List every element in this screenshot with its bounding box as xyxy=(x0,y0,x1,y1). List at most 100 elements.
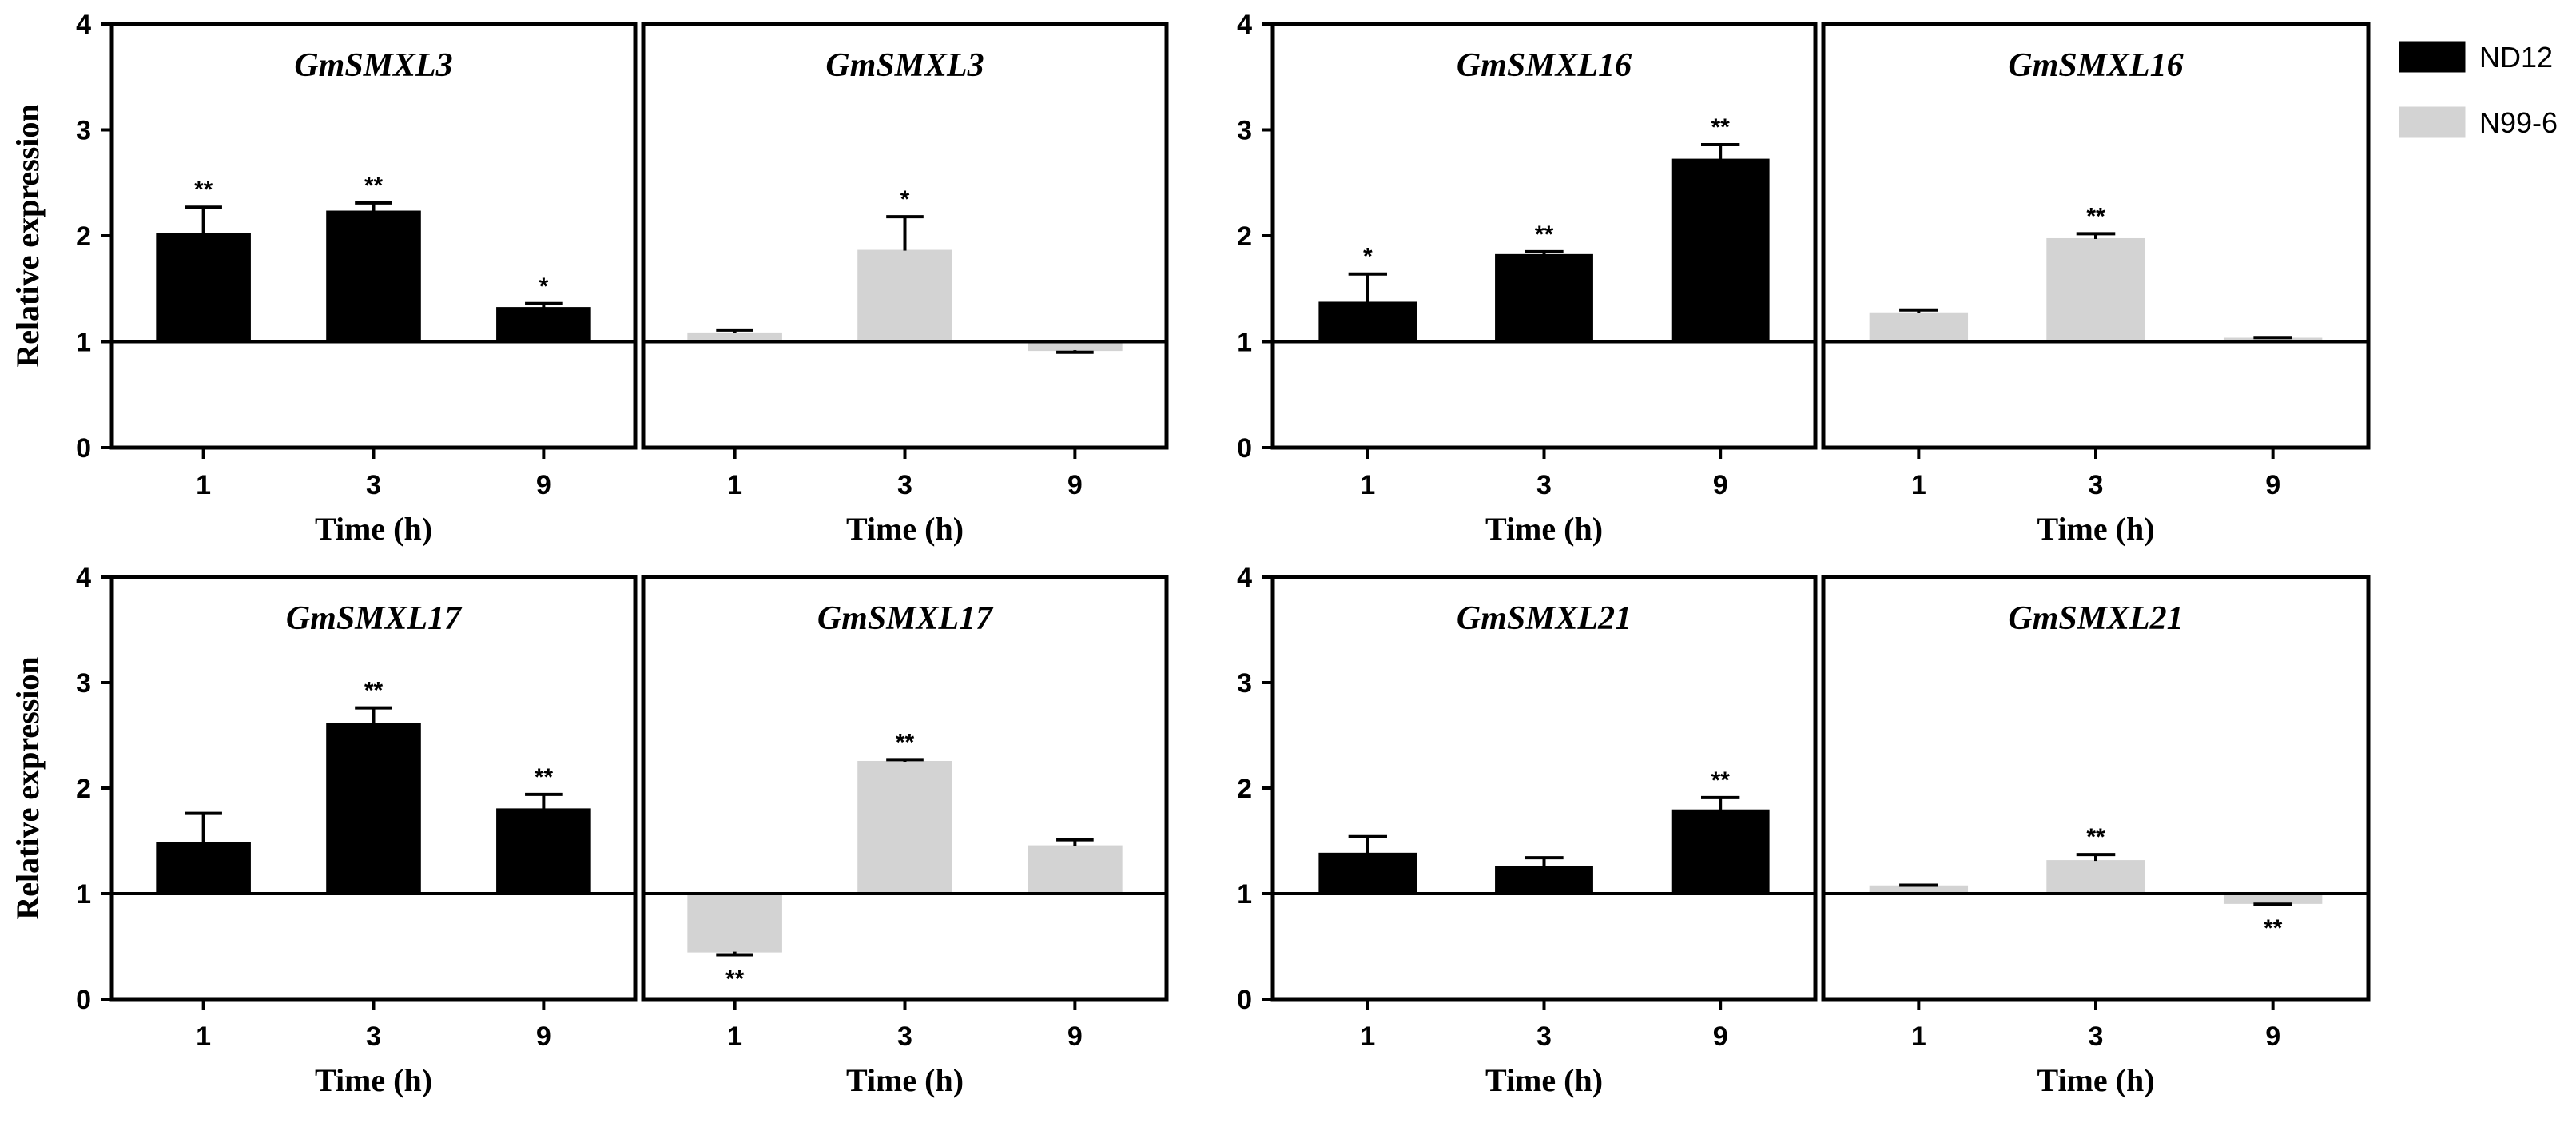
bar xyxy=(1671,809,1770,894)
x-tick-label: 1 xyxy=(196,1021,211,1052)
x-tick-label: 1 xyxy=(1911,470,1926,500)
y-tick-label: 1 xyxy=(1237,879,1252,910)
bar xyxy=(1495,866,1593,894)
y-tick-label: 0 xyxy=(76,433,91,464)
x-tick-label: 9 xyxy=(1067,470,1083,500)
bar xyxy=(156,842,251,895)
x-axis-title: Time (h) xyxy=(315,511,432,547)
y-tick-label: 0 xyxy=(76,985,91,1015)
significance-label: ** xyxy=(535,764,554,790)
legend-label: ND12 xyxy=(2479,41,2553,74)
significance-label: ** xyxy=(896,729,915,755)
panel-title: GmSMXL3 xyxy=(825,47,984,84)
x-tick-label: 3 xyxy=(366,470,381,500)
legend-label: N99-6 xyxy=(2479,106,2558,139)
x-tick-label: 1 xyxy=(1911,1021,1926,1052)
y-tick-label: 4 xyxy=(1237,10,1252,40)
y-axis-title: Relative expression xyxy=(10,656,46,919)
y-tick-label: 1 xyxy=(1237,328,1252,358)
x-axis-title: Time (h) xyxy=(315,1062,432,1098)
significance-label: * xyxy=(539,273,549,300)
x-tick-label: 3 xyxy=(1536,470,1552,500)
x-axis-title: Time (h) xyxy=(1485,511,1603,547)
bar xyxy=(857,249,952,343)
legend: ND12 N99-6 xyxy=(2399,41,2558,139)
y-tick-label: 2 xyxy=(76,774,91,804)
y-tick-label: 2 xyxy=(76,221,91,252)
significance-label: ** xyxy=(2086,824,2105,850)
bar xyxy=(496,307,591,343)
y-tick-label: 3 xyxy=(76,116,91,146)
y-tick-label: 1 xyxy=(76,879,91,910)
y-tick-label: 0 xyxy=(1237,433,1252,464)
x-tick-label: 3 xyxy=(366,1021,381,1052)
significance-label: ** xyxy=(1711,114,1730,141)
x-tick-label: 1 xyxy=(727,470,742,500)
x-tick-label: 9 xyxy=(1713,1021,1728,1052)
x-axis-title: Time (h) xyxy=(1485,1062,1603,1098)
bar xyxy=(857,761,952,894)
x-axis-title: Time (h) xyxy=(846,511,964,547)
significance-label: ** xyxy=(725,966,745,993)
y-tick-label: 3 xyxy=(1237,116,1252,146)
x-tick-label: 3 xyxy=(1536,1021,1552,1052)
chart-panel: GmSMXL3 ** 1 ** 3 * 9 0 1 2 3 4 Relative expression T… xyxy=(10,10,638,547)
x-axis-title: Time (h) xyxy=(2037,1062,2154,1098)
x-axis-title: Time (h) xyxy=(846,1062,964,1098)
x-tick-label: 9 xyxy=(536,1021,551,1052)
y-tick-label: 4 xyxy=(1237,563,1252,593)
x-tick-label: 3 xyxy=(2089,1021,2104,1052)
bar xyxy=(1318,301,1417,343)
significance-label: ** xyxy=(364,173,384,199)
panel-title: GmSMXL16 xyxy=(2008,47,2183,84)
y-tick-label: 3 xyxy=(76,668,91,699)
y-tick-label: 0 xyxy=(1237,985,1252,1015)
bar xyxy=(496,808,591,895)
y-axis-title: Relative expression xyxy=(10,104,46,367)
bar xyxy=(2046,237,2145,343)
x-tick-label: 1 xyxy=(1360,1021,1375,1052)
panel-title: GmSMXL21 xyxy=(1457,600,1632,637)
chart-panel: GmSMXL16 1 ** 3 9 Time (h) xyxy=(1821,22,2371,547)
x-tick-label: 1 xyxy=(727,1021,742,1052)
x-tick-label: 9 xyxy=(2265,470,2280,500)
y-axis-title: Relative expression xyxy=(10,656,46,919)
y-tick-label: 3 xyxy=(1237,668,1252,699)
y-tick-label: 2 xyxy=(1237,774,1252,804)
bar xyxy=(1495,253,1593,343)
y-tick-label: 4 xyxy=(76,10,91,40)
x-tick-label: 9 xyxy=(1713,470,1728,500)
chart-panel: GmSMXL21 1 ** 3 ** 9 Time (h) xyxy=(1821,575,2371,1098)
significance-label: ** xyxy=(194,177,213,203)
significance-label: ** xyxy=(2086,203,2105,229)
bar xyxy=(1671,158,1770,343)
x-tick-label: 3 xyxy=(897,470,912,500)
plot-frame xyxy=(1821,575,2371,1002)
x-tick-label: 3 xyxy=(2089,470,2104,500)
x-tick-label: 9 xyxy=(1067,1021,1083,1052)
chart-panel: GmSMXL3 1 * 3 9 Time (h) xyxy=(641,22,1169,547)
bar xyxy=(1318,852,1417,894)
y-tick-label: 1 xyxy=(76,328,91,358)
panel-title: GmSMXL17 xyxy=(286,600,463,637)
panel-title: GmSMXL17 xyxy=(817,600,994,637)
significance-label: ** xyxy=(364,678,384,704)
bar xyxy=(326,723,421,894)
y-tick-label: 2 xyxy=(1237,221,1252,252)
x-tick-label: 1 xyxy=(1360,470,1375,500)
plot-frame xyxy=(1270,575,1818,1002)
chart-panel: GmSMXL17 ** 1 ** 3 9 Time (h) xyxy=(641,575,1169,1098)
significance-label: ** xyxy=(1535,221,1554,248)
significance-label: ** xyxy=(1711,767,1730,794)
bar xyxy=(687,893,782,953)
x-tick-label: 9 xyxy=(536,470,551,500)
x-tick-label: 1 xyxy=(196,470,211,500)
significance-label: ** xyxy=(2264,915,2283,942)
panel-title: GmSMXL21 xyxy=(2008,600,2183,637)
significance-label: * xyxy=(1363,244,1373,270)
bar xyxy=(156,233,251,343)
bar xyxy=(1869,312,1969,343)
y-tick-label: 4 xyxy=(76,563,91,593)
bar xyxy=(2046,860,2145,894)
